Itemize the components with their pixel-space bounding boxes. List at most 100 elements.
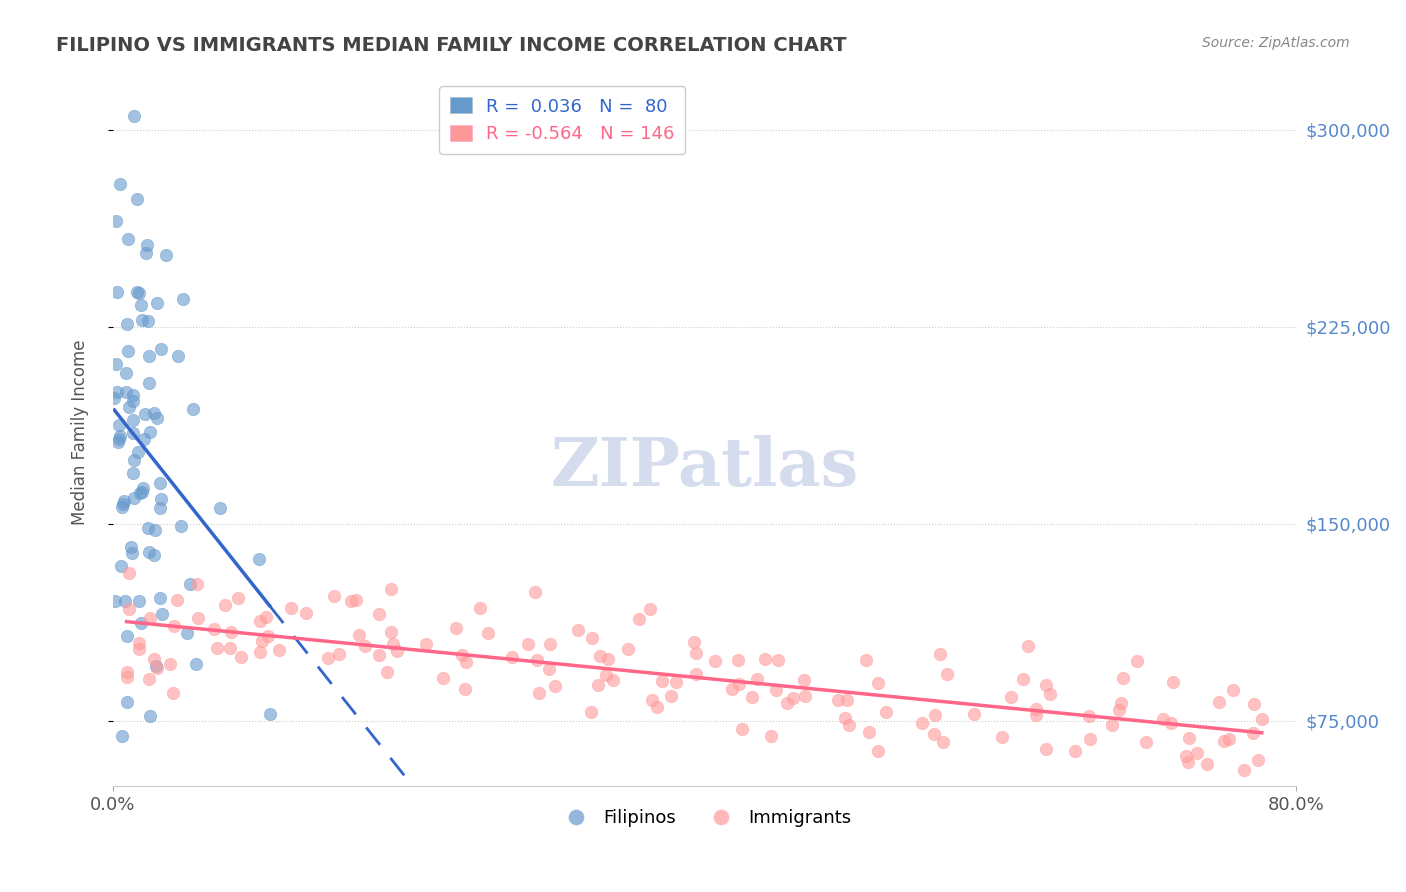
Point: [176, 626, 198, 640]
Point: [1241, 726, 1264, 740]
Point: [122, 467, 145, 481]
Point: [159, 657, 181, 671]
Point: [184, 657, 207, 671]
Point: [468, 601, 491, 615]
Point: [727, 653, 749, 667]
Point: [138, 708, 160, 723]
Point: [685, 646, 707, 660]
Point: [526, 653, 548, 667]
Point: [588, 678, 610, 692]
Point: [838, 718, 860, 732]
Point: [1174, 748, 1197, 763]
Point: [415, 637, 437, 651]
Point: [131, 484, 153, 499]
Point: [524, 585, 547, 599]
Point: [249, 614, 271, 628]
Point: [367, 648, 389, 662]
Point: [1025, 702, 1047, 716]
Point: [111, 500, 134, 515]
Point: [837, 693, 859, 707]
Point: [963, 707, 986, 722]
Point: [121, 413, 143, 427]
Point: [858, 724, 880, 739]
Point: [1101, 717, 1123, 731]
Point: [247, 552, 270, 566]
Point: [1112, 671, 1135, 685]
Point: [229, 649, 252, 664]
Point: [579, 705, 602, 719]
Point: [589, 648, 612, 663]
Point: [1161, 675, 1184, 690]
Point: [683, 634, 706, 648]
Point: [128, 641, 150, 656]
Point: [761, 729, 783, 743]
Point: [932, 734, 955, 748]
Point: [252, 634, 274, 648]
Point: [387, 644, 409, 658]
Point: [146, 661, 169, 675]
Text: Source: ZipAtlas.com: Source: ZipAtlas.com: [1202, 36, 1350, 50]
Point: [118, 401, 141, 415]
Y-axis label: Median Family Income: Median Family Income: [72, 339, 89, 524]
Point: [454, 681, 477, 696]
Point: [134, 407, 156, 421]
Point: [128, 286, 150, 301]
Point: [340, 593, 363, 607]
Point: [766, 653, 789, 667]
Point: [110, 177, 132, 191]
Point: [323, 589, 346, 603]
Point: [122, 453, 145, 467]
Point: [354, 640, 377, 654]
Point: [139, 610, 162, 624]
Point: [117, 232, 139, 246]
Point: [1078, 708, 1101, 723]
Point: [254, 610, 277, 624]
Point: [638, 602, 661, 616]
Point: [115, 384, 138, 399]
Point: [181, 402, 204, 417]
Text: FILIPINO VS IMMIGRANTS MEDIAN FAMILY INCOME CORRELATION CHART: FILIPINO VS IMMIGRANTS MEDIAN FAMILY INC…: [56, 36, 846, 54]
Point: [346, 592, 368, 607]
Point: [432, 671, 454, 685]
Point: [128, 636, 150, 650]
Point: [456, 655, 478, 669]
Point: [1208, 695, 1230, 709]
Point: [1063, 744, 1085, 758]
Point: [143, 406, 166, 420]
Point: [1039, 687, 1062, 701]
Point: [1187, 747, 1209, 761]
Point: [685, 666, 707, 681]
Point: [115, 695, 138, 709]
Point: [1160, 716, 1182, 731]
Point: [721, 681, 744, 696]
Point: [1243, 697, 1265, 711]
Point: [280, 601, 302, 615]
Point: [162, 685, 184, 699]
Point: [444, 621, 467, 635]
Point: [1109, 696, 1132, 710]
Point: [380, 582, 402, 596]
Point: [110, 558, 132, 573]
Point: [249, 645, 271, 659]
Point: [747, 672, 769, 686]
Point: [1000, 690, 1022, 704]
Point: [866, 744, 889, 758]
Point: [107, 435, 129, 450]
Point: [122, 393, 145, 408]
Point: [651, 673, 673, 688]
Point: [145, 659, 167, 673]
Point: [1035, 678, 1057, 692]
Point: [543, 679, 565, 693]
Point: [1177, 731, 1199, 745]
Point: [121, 546, 143, 560]
Point: [186, 577, 208, 591]
Point: [166, 593, 188, 607]
Point: [1108, 703, 1130, 717]
Point: [117, 629, 139, 643]
Point: [367, 607, 389, 621]
Point: [581, 632, 603, 646]
Point: [628, 612, 651, 626]
Point: [922, 727, 945, 741]
Point: [1233, 763, 1256, 777]
Point: [108, 429, 131, 443]
